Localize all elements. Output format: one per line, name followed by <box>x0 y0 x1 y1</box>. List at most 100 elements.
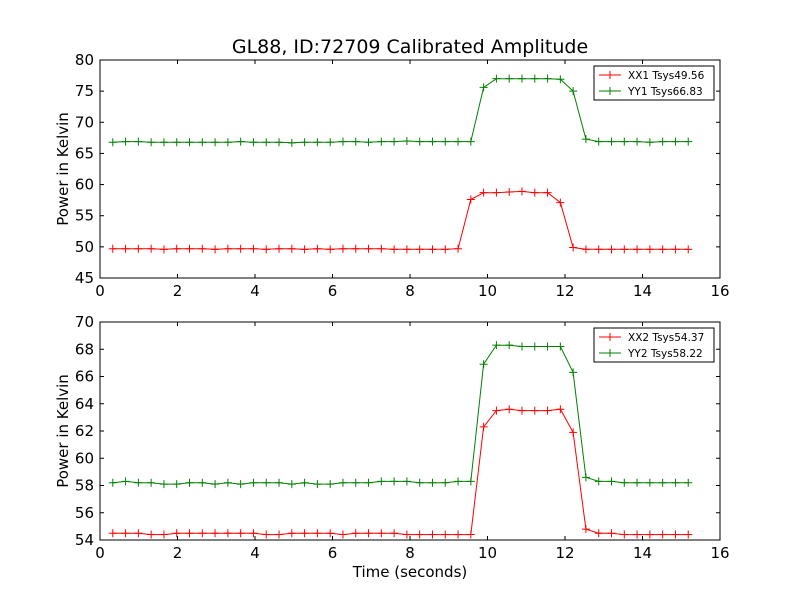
y-tick-label: 70 <box>75 113 94 131</box>
data-point <box>466 530 475 539</box>
data-point <box>364 529 373 538</box>
data-point <box>556 342 565 351</box>
y-tick-label: 75 <box>75 82 94 100</box>
x-tick-label: 12 <box>555 544 574 562</box>
data-point <box>211 138 220 147</box>
data-point <box>185 529 194 538</box>
y-tick-label: 80 <box>75 51 94 69</box>
data-point <box>326 245 335 254</box>
data-point <box>390 529 399 538</box>
x-tick-label: 4 <box>250 544 260 562</box>
data-point <box>338 244 347 253</box>
data-point <box>671 137 680 146</box>
legend-marker <box>606 333 614 341</box>
y-tick-label: 58 <box>75 477 94 495</box>
x-tick-label: 2 <box>173 282 183 300</box>
data-point <box>415 530 424 539</box>
data-point <box>211 480 220 489</box>
legend-marker <box>606 71 614 79</box>
data-point <box>313 138 322 147</box>
data-point <box>645 478 654 487</box>
data-point <box>620 530 629 539</box>
data-point <box>569 368 578 377</box>
data-point <box>159 480 168 489</box>
x-tick-label: 14 <box>633 544 652 562</box>
data-point <box>441 530 450 539</box>
data-point <box>569 87 578 96</box>
data-point <box>364 478 373 487</box>
data-point <box>287 138 296 147</box>
legend-marker <box>606 349 614 357</box>
series-line <box>112 408 689 536</box>
data-point <box>645 138 654 147</box>
y-tick-label: 54 <box>75 531 94 549</box>
data-point <box>556 75 565 84</box>
data-point <box>658 530 667 539</box>
data-point <box>492 188 501 197</box>
data-point <box>479 422 488 431</box>
x-tick-label: 4 <box>250 282 260 300</box>
data-point <box>326 529 335 538</box>
data-point <box>530 406 539 415</box>
data-point <box>249 478 258 487</box>
data-point <box>159 245 168 254</box>
data-point <box>454 137 463 146</box>
data-point <box>645 530 654 539</box>
data-point <box>415 245 424 254</box>
data-point <box>607 529 616 538</box>
figure-title: GL88, ID:72709 Calibrated Amplitude <box>232 36 588 58</box>
data-point <box>249 138 258 147</box>
data-point <box>134 478 143 487</box>
data-point <box>671 530 680 539</box>
data-point <box>543 342 552 351</box>
legend-marker <box>606 87 614 95</box>
y-tick-label: 70 <box>75 313 94 331</box>
series-line <box>112 78 689 144</box>
data-point <box>262 478 271 487</box>
data-point <box>479 360 488 369</box>
data-point <box>633 530 642 539</box>
data-point <box>223 478 232 487</box>
data-point <box>556 198 565 207</box>
data-point <box>313 529 322 538</box>
data-point <box>594 477 603 486</box>
data-point <box>275 478 284 487</box>
data-point <box>428 137 437 146</box>
data-point <box>454 244 463 253</box>
legend-label: YY1 Tsys66.83 <box>627 86 703 98</box>
y-tick-label: 66 <box>75 368 94 386</box>
data-point <box>530 188 539 197</box>
y-axis-label: Power in Kelvin <box>54 112 72 226</box>
data-point <box>313 244 322 253</box>
data-point <box>402 477 411 486</box>
data-point <box>121 137 130 146</box>
data-point <box>607 137 616 146</box>
x-tick-label: 16 <box>710 544 729 562</box>
y-tick-label: 64 <box>75 395 94 413</box>
data-point <box>633 245 642 254</box>
data-point <box>172 244 181 253</box>
data-point <box>684 478 693 487</box>
data-point <box>377 137 386 146</box>
data-point <box>594 137 603 146</box>
data-point <box>594 245 603 254</box>
data-point <box>505 341 514 350</box>
data-point <box>454 530 463 539</box>
data-point <box>505 188 514 197</box>
data-point <box>185 244 194 253</box>
y-tick-label: 60 <box>75 176 94 194</box>
data-point <box>198 138 207 147</box>
data-point <box>275 244 284 253</box>
data-point <box>172 529 181 538</box>
data-point <box>517 74 526 83</box>
data-point <box>338 530 347 539</box>
y-tick-label: 50 <box>75 238 94 256</box>
data-point <box>441 137 450 146</box>
data-point <box>492 341 501 350</box>
data-point <box>275 530 284 539</box>
data-point <box>121 477 130 486</box>
data-point <box>147 244 156 253</box>
data-point <box>236 137 245 146</box>
data-point <box>620 137 629 146</box>
